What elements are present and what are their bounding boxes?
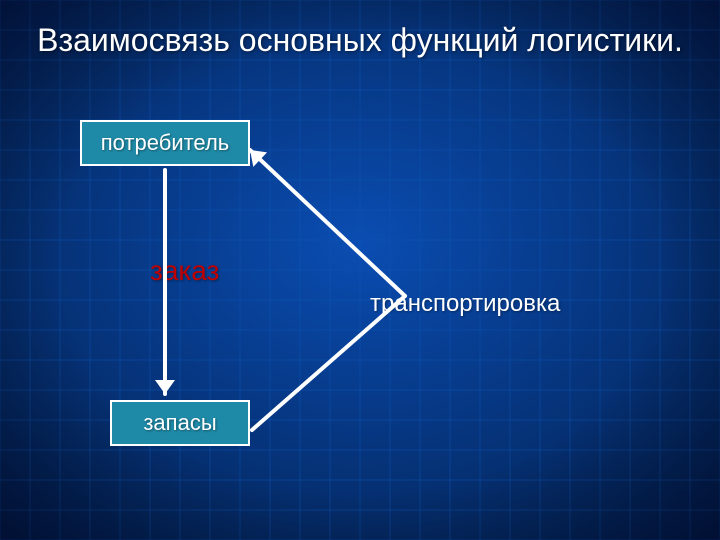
node-consumer-label: потребитель: [101, 130, 230, 156]
node-stock-label: запасы: [143, 410, 216, 436]
diagram-stage: Взаимосвязь основных функций логистики. …: [0, 0, 720, 540]
slide-title: Взаимосвязь основных функций логистики.: [0, 20, 720, 60]
label-transport: транспортировка: [370, 290, 560, 318]
node-consumer: потребитель: [80, 120, 250, 166]
label-order: заказ: [150, 255, 219, 287]
node-stock: запасы: [110, 400, 250, 446]
background-grid: [0, 0, 720, 540]
arrows-layer: [0, 0, 720, 540]
